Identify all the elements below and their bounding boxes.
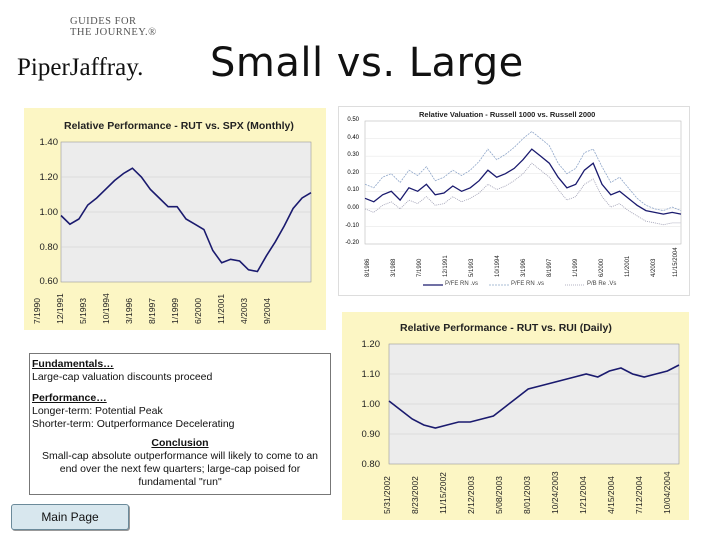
fundamentals-text: Large-cap valuation discounts proceed bbox=[32, 371, 213, 383]
x-tick: 4/2003 bbox=[651, 258, 657, 277]
y-tick: 1.00 bbox=[39, 207, 59, 218]
chart-valuation bbox=[364, 120, 682, 286]
legend-label: P/FE RN .vs bbox=[445, 281, 479, 287]
chart-valuation-panel: Relative Valuation - Russell 1000 vs. Ru… bbox=[338, 106, 690, 296]
plot-area bbox=[364, 120, 682, 245]
x-tick: 8/23/2002 bbox=[410, 476, 420, 514]
legend-label: P/FE RN .vs bbox=[511, 281, 545, 287]
x-tick: 2/12/2003 bbox=[466, 476, 476, 514]
chart-rut-rui-title: Relative Performance - RUT vs. RUI (Dail… bbox=[400, 322, 612, 334]
fundamentals-heading: Fundamentals… bbox=[32, 358, 114, 370]
main-page-button[interactable]: Main Page bbox=[11, 504, 129, 530]
x-tick: 4/2003 bbox=[239, 298, 249, 324]
x-tick: 3/1996 bbox=[521, 258, 527, 277]
series-line bbox=[388, 364, 680, 429]
brand-tagline-line1: GUIDES FOR bbox=[70, 16, 137, 27]
x-tick: 7/1990 bbox=[32, 298, 42, 324]
y-tick: 0.20 bbox=[347, 170, 359, 176]
x-tick: 11/2001 bbox=[625, 255, 631, 277]
company-logo-text: PiperJaffray. bbox=[17, 54, 144, 81]
x-tick: 1/1999 bbox=[170, 298, 180, 324]
x-tick: 8/1997 bbox=[547, 258, 553, 277]
x-tick: 9/2004 bbox=[262, 298, 272, 324]
x-tick: 5/1993 bbox=[78, 298, 88, 324]
y-tick: 0.90 bbox=[361, 429, 381, 440]
conclusion-line: fundamental "run" bbox=[138, 476, 222, 488]
chart-rut-spx-title: Relative Performance - RUT vs. SPX (Mont… bbox=[64, 120, 294, 132]
x-tick: 6/2000 bbox=[599, 258, 605, 277]
x-tick: 12/1991 bbox=[443, 255, 449, 277]
y-tick: -0.10 bbox=[345, 223, 359, 229]
y-tick: 0.00 bbox=[347, 205, 359, 211]
y-tick: 0.30 bbox=[347, 152, 359, 158]
chart-rut-spx bbox=[60, 141, 312, 283]
x-tick: 6/2000 bbox=[193, 298, 203, 324]
y-tick: 0.50 bbox=[347, 117, 359, 123]
x-tick: 7/1990 bbox=[417, 258, 423, 277]
y-tick: 0.40 bbox=[347, 135, 359, 141]
x-tick: 4/15/2004 bbox=[606, 476, 616, 514]
x-tick: 5/1993 bbox=[469, 258, 475, 277]
conclusion-heading: Conclusion bbox=[151, 437, 209, 449]
series-line-pfe-upper bbox=[364, 130, 682, 212]
y-tick: 1.40 bbox=[39, 137, 59, 148]
conclusion-line: end over the next few quarters; large-ca… bbox=[59, 463, 301, 475]
series-line-pb bbox=[364, 162, 681, 226]
y-tick: 0.80 bbox=[361, 459, 381, 470]
x-tick: 3/1996 bbox=[124, 298, 134, 324]
x-tick: 1/21/2004 bbox=[578, 476, 588, 514]
x-tick: 7/12/2004 bbox=[634, 476, 644, 514]
y-tick: 1.20 bbox=[39, 172, 59, 183]
performance-heading: Performance… bbox=[32, 392, 107, 404]
x-tick: 5/31/2002 bbox=[382, 476, 392, 514]
x-tick: 11/15/2002 bbox=[438, 472, 448, 514]
x-tick: 1/1999 bbox=[573, 258, 579, 277]
performance-line: Shorter-term: Outperformance Deceleratin… bbox=[32, 418, 235, 430]
x-tick: 8/1997 bbox=[147, 298, 157, 324]
x-tick: 8/1986 bbox=[365, 258, 371, 277]
y-tick: 0.10 bbox=[347, 187, 359, 193]
brand-tagline-line2: THE JOURNEY.® bbox=[70, 27, 157, 38]
slide-title: Small vs. Large bbox=[210, 40, 524, 86]
chart-rut-spx-panel: Relative Performance - RUT vs. SPX (Mont… bbox=[24, 108, 326, 330]
y-tick: 1.10 bbox=[361, 369, 381, 380]
x-tick: 10/24/2003 bbox=[550, 471, 560, 514]
x-tick: 3/1988 bbox=[391, 258, 397, 277]
y-tick: 0.80 bbox=[39, 242, 59, 253]
x-tick: 11/2001 bbox=[216, 293, 226, 324]
x-tick: 10/1994 bbox=[101, 293, 111, 324]
x-tick: 8/01/2003 bbox=[522, 476, 532, 514]
series-line-pfe bbox=[364, 148, 682, 215]
chart-rut-rui-panel: Relative Performance - RUT vs. RUI (Dail… bbox=[342, 312, 689, 520]
x-tick: 12/1991 bbox=[55, 293, 65, 324]
series-line bbox=[60, 167, 312, 273]
y-tick: 0.60 bbox=[39, 276, 59, 287]
x-tick: 11/15/2004 bbox=[673, 247, 679, 277]
x-tick: 5/08/2003 bbox=[494, 476, 504, 514]
commentary-box: Fundamentals… Large-cap valuation discou… bbox=[29, 353, 331, 495]
chart-valuation-title: Relative Valuation - Russell 1000 vs. Ru… bbox=[419, 110, 596, 119]
chart-rut-rui bbox=[388, 343, 680, 465]
x-tick: 10/1994 bbox=[495, 255, 501, 277]
x-tick: 10/04/2004 bbox=[662, 471, 672, 514]
y-tick: 1.00 bbox=[361, 399, 381, 410]
y-tick: -0.20 bbox=[345, 240, 359, 246]
brand-tagline: GUIDES FOR THE JOURNEY.® bbox=[70, 16, 157, 38]
legend-label: P/B Re .Vs bbox=[587, 281, 617, 287]
conclusion-line: Small-cap absolute outperformance will l… bbox=[41, 450, 319, 462]
y-tick: 1.20 bbox=[361, 339, 381, 350]
performance-line: Longer-term: Potential Peak bbox=[32, 405, 163, 417]
